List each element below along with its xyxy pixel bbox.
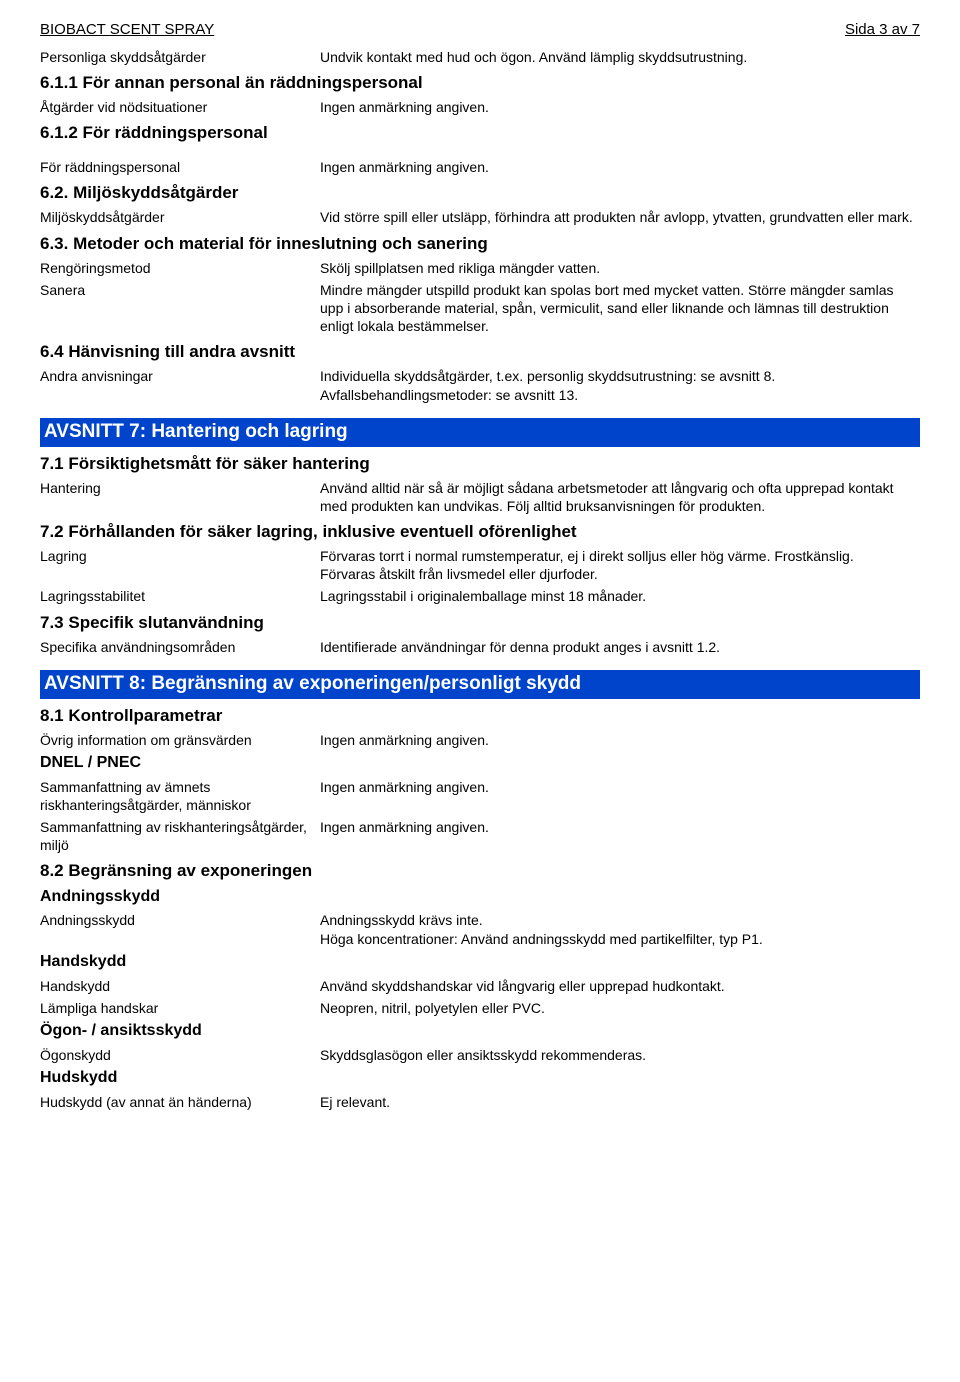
value-specifika: Identifierade användningar för denna pro… (320, 638, 920, 656)
label-rengoring: Rengöringsmetod (40, 259, 320, 277)
label-miljo: Miljöskyddsåtgärder (40, 208, 320, 226)
value-handskydd: Använd skyddshandskar vid långvarig elle… (320, 977, 920, 995)
row-andning: Andningsskydd Andningsskydd krävs inte. … (40, 911, 920, 947)
row-lagring: Lagring Förvaras torrt i normal rumstemp… (40, 547, 920, 583)
value-rengoring: Skölj spillplatsen med rikliga mängder v… (320, 259, 920, 277)
value-samman2: Ingen anmärkning angiven. (320, 818, 920, 854)
value-samman1: Ingen anmärkning angiven. (320, 778, 920, 814)
page-header: BIOBACT SCENT SPRAY Sida 3 av 7 (40, 20, 920, 40)
label-atgarder: Åtgärder vid nödsituationer (40, 98, 320, 116)
row-ovrig: Övrig information om gränsvärden Ingen a… (40, 731, 920, 749)
value-lagring: Förvaras torrt i normal rumstemperatur, … (320, 547, 920, 583)
row-ogonskydd: Ögonskydd Skyddsglasögon eller ansiktssk… (40, 1046, 920, 1064)
label-andra: Andra anvisningar (40, 367, 320, 403)
heading-hudskydd: Hudskydd (40, 1068, 920, 1089)
label-lampliga: Lämpliga handskar (40, 999, 320, 1017)
value-personliga: Undvik kontakt med hud och ögon. Använd … (320, 48, 920, 66)
section-7-title: AVSNITT 7: Hantering och lagring (40, 418, 920, 447)
label-specifika: Specifika användningsområden (40, 638, 320, 656)
row-rengoring: Rengöringsmetod Skölj spillplatsen med r… (40, 259, 920, 277)
heading-73: 7.3 Specifik slutanvändning (40, 612, 920, 634)
heading-dnel: DNEL / PNEC (40, 753, 920, 774)
value-lampliga: Neopren, nitril, polyetylen eller PVC. (320, 999, 920, 1017)
row-atgarder: Åtgärder vid nödsituationer Ingen anmärk… (40, 98, 920, 116)
value-hantering: Använd alltid när så är möjligt sådana a… (320, 479, 920, 515)
heading-71: 7.1 Försiktighetsmått för säker hanterin… (40, 453, 920, 475)
row-andra: Andra anvisningar Individuella skyddsåtg… (40, 367, 920, 403)
value-hudskydd: Ej relevant. (320, 1093, 920, 1111)
row-samman2: Sammanfattning av riskhanteringsåtgärder… (40, 818, 920, 854)
label-ogonskydd: Ögonskydd (40, 1046, 320, 1064)
heading-handskydd: Handskydd (40, 952, 920, 973)
value-ovrig: Ingen anmärkning angiven. (320, 731, 920, 749)
value-sanera: Mindre mängder utspilld produkt kan spol… (320, 281, 920, 336)
heading-ogon: Ögon- / ansiktsskydd (40, 1021, 920, 1042)
label-samman1: Sammanfattning av ämnets riskhanteringså… (40, 778, 320, 814)
heading-62: 6.2. Miljöskyddsåtgärder (40, 182, 920, 204)
heading-72: 7.2 Förhållanden för säker lagring, inkl… (40, 521, 920, 543)
row-sanera: Sanera Mindre mängder utspilld produkt k… (40, 281, 920, 336)
heading-64: 6.4 Hänvisning till andra avsnitt (40, 341, 920, 363)
heading-andning: Andningsskydd (40, 887, 920, 908)
value-ogonskydd: Skyddsglasögon eller ansiktsskydd rekomm… (320, 1046, 920, 1064)
row-personliga: Personliga skyddsåtgärder Undvik kontakt… (40, 48, 920, 66)
row-miljo: Miljöskyddsåtgärder Vid större spill ell… (40, 208, 920, 226)
heading-612: 6.1.2 För räddningspersonal (40, 122, 920, 144)
row-handskydd: Handskydd Använd skyddshandskar vid lång… (40, 977, 920, 995)
label-ovrig: Övrig information om gränsvärden (40, 731, 320, 749)
value-raddning: Ingen anmärkning angiven. (320, 158, 920, 176)
label-lagring: Lagring (40, 547, 320, 583)
label-hantering: Hantering (40, 479, 320, 515)
label-handskydd: Handskydd (40, 977, 320, 995)
row-samman1: Sammanfattning av ämnets riskhanteringså… (40, 778, 920, 814)
label-personliga: Personliga skyddsåtgärder (40, 48, 320, 66)
label-andning: Andningsskydd (40, 911, 320, 947)
heading-611: 6.1.1 För annan personal än räddningsper… (40, 72, 920, 94)
heading-82: 8.2 Begränsning av exponeringen (40, 860, 920, 882)
value-miljo: Vid större spill eller utsläpp, förhindr… (320, 208, 920, 226)
section-8-title: AVSNITT 8: Begränsning av exponeringen/p… (40, 670, 920, 699)
row-raddning: För räddningspersonal Ingen anmärkning a… (40, 158, 920, 176)
row-hantering: Hantering Använd alltid när så är möjlig… (40, 479, 920, 515)
value-andning: Andningsskydd krävs inte. Höga koncentra… (320, 911, 920, 947)
label-raddning: För räddningspersonal (40, 158, 320, 176)
value-andra: Individuella skyddsåtgärder, t.ex. perso… (320, 367, 920, 403)
label-hudskydd: Hudskydd (av annat än händerna) (40, 1093, 320, 1111)
label-samman2: Sammanfattning av riskhanteringsåtgärder… (40, 818, 320, 854)
row-lagringsstab: Lagringsstabilitet Lagringsstabil i orig… (40, 587, 920, 605)
row-specifika: Specifika användningsområden Identifiera… (40, 638, 920, 656)
product-name: BIOBACT SCENT SPRAY (40, 20, 214, 40)
label-lagringsstab: Lagringsstabilitet (40, 587, 320, 605)
row-hudskydd: Hudskydd (av annat än händerna) Ej relev… (40, 1093, 920, 1111)
value-atgarder: Ingen anmärkning angiven. (320, 98, 920, 116)
label-sanera: Sanera (40, 281, 320, 336)
row-lampliga: Lämpliga handskar Neopren, nitril, polye… (40, 999, 920, 1017)
page-number: Sida 3 av 7 (845, 20, 920, 40)
value-lagringsstab: Lagringsstabil i originalemballage minst… (320, 587, 920, 605)
heading-81: 8.1 Kontrollparametrar (40, 705, 920, 727)
heading-63: 6.3. Metoder och material för inneslutni… (40, 233, 920, 255)
